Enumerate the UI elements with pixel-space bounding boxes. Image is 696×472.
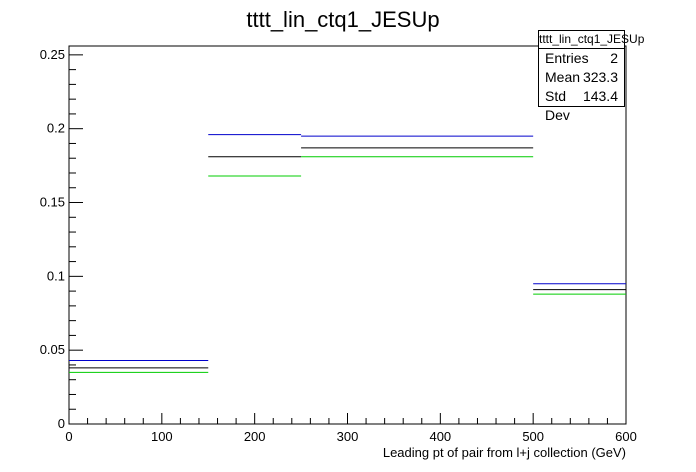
x-tick-label: 600 [615, 429, 637, 444]
stats-mean-label: Mean [545, 69, 581, 85]
x-tick-label: 400 [429, 429, 451, 444]
chart-title: tttt_lin_ctq1_JESUp [246, 7, 439, 32]
y-axis: 0 0.05 0.1 0.15 0.2 0.25 [40, 47, 83, 431]
stats-box-title: tttt_lin_ctq1_JESUp [539, 31, 644, 49]
stats-mean-row: Mean 323.3 [539, 68, 624, 87]
stats-stddev-row: Std Dev 143.4 [539, 87, 624, 125]
stats-box: tttt_lin_ctq1_JESUp Entries 2 Mean 323.3… [538, 30, 644, 123]
x-axis: 0 100 200 300 400 500 600 [65, 413, 637, 444]
stats-entries-label: Entries [545, 50, 589, 66]
histogram-series-1 [69, 134, 626, 362]
y-tick-label: 0.15 [40, 195, 65, 210]
histogram-series-2 [69, 147, 626, 369]
x-tick-label: 300 [337, 429, 359, 444]
x-tick-label: 200 [244, 429, 266, 444]
x-axis-label: Leading pt of pair from l+j collection (… [383, 445, 626, 460]
stats-entries-row: Entries 2 [539, 49, 624, 68]
stats-stddev-label: Std Dev [545, 88, 570, 123]
x-tick-label: 500 [522, 429, 544, 444]
stats-entries-value: 2 [610, 50, 618, 66]
histogram-series-3 [69, 156, 626, 373]
stats-stddev-value: 143.4 [582, 88, 618, 104]
stats-mean-value: 323.3 [582, 69, 618, 85]
x-tick-label: 100 [151, 429, 173, 444]
x-tick-label: 0 [65, 429, 72, 444]
y-tick-label: 0.1 [47, 268, 65, 283]
y-tick-label: 0 [58, 416, 65, 431]
y-tick-label: 0.25 [40, 47, 65, 62]
y-tick-label: 0.2 [47, 121, 65, 136]
y-tick-label: 0.05 [40, 342, 65, 357]
histogram-series [69, 134, 626, 373]
